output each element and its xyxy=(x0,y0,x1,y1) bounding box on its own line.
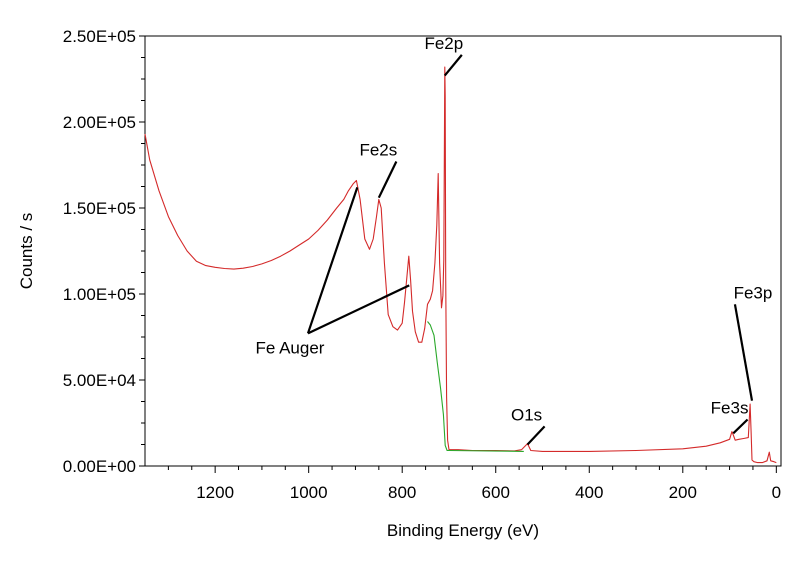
annotation-leader-line xyxy=(306,187,359,334)
annotation-label: Fe Auger xyxy=(255,338,324,357)
y-tick-label: 5.00E+04 xyxy=(63,371,136,390)
annotation-leader-line xyxy=(733,304,754,401)
annotation-label: Fe3p xyxy=(734,283,773,302)
x-tick-label: 0 xyxy=(772,483,781,502)
plot-area-frame xyxy=(144,35,782,467)
y-tick-label: 1.50E+05 xyxy=(63,199,136,218)
series-layer xyxy=(144,66,777,464)
x-tick-label: 1000 xyxy=(290,483,328,502)
annotation-leader-line xyxy=(526,425,546,446)
annotation-label: Fe2s xyxy=(359,141,397,160)
x-tick-label: 1200 xyxy=(196,483,234,502)
spectrum-line xyxy=(144,66,777,464)
x-tick-label: 600 xyxy=(482,483,510,502)
background-line xyxy=(427,321,524,452)
x-tick-label: 800 xyxy=(388,483,416,502)
annotation-leader-line xyxy=(377,161,398,199)
x-tick-label: 400 xyxy=(575,483,603,502)
y-tick-label: 2.50E+05 xyxy=(63,27,136,46)
y-tick-label: 1.00E+05 xyxy=(63,285,136,304)
annotation-layer: Fe2p Fe2s Fe Auger Fe3p Fe3s O1s xyxy=(255,34,773,446)
annotation-label: Fe2p xyxy=(424,34,463,53)
x-axis-label: Binding Energy (eV) xyxy=(387,521,539,540)
annotation-leader-line xyxy=(732,418,749,435)
annotation-leader-line xyxy=(443,54,463,77)
y-axis-label: Counts / s xyxy=(17,213,36,290)
annotation-label: O1s xyxy=(511,405,542,424)
y-tick-label: 0.00E+00 xyxy=(63,457,136,476)
annotation-leader-line xyxy=(307,284,410,335)
annotation-label: Fe3s xyxy=(711,399,749,418)
y-tick-label: 2.00E+05 xyxy=(63,113,136,132)
x-tick-label: 200 xyxy=(669,483,697,502)
x-axis: 1200 1000 800 600 400 200 0 xyxy=(167,466,781,502)
y-axis: 0.00E+00 5.00E+04 1.00E+05 1.50E+05 2.00E+05… xyxy=(63,27,145,476)
